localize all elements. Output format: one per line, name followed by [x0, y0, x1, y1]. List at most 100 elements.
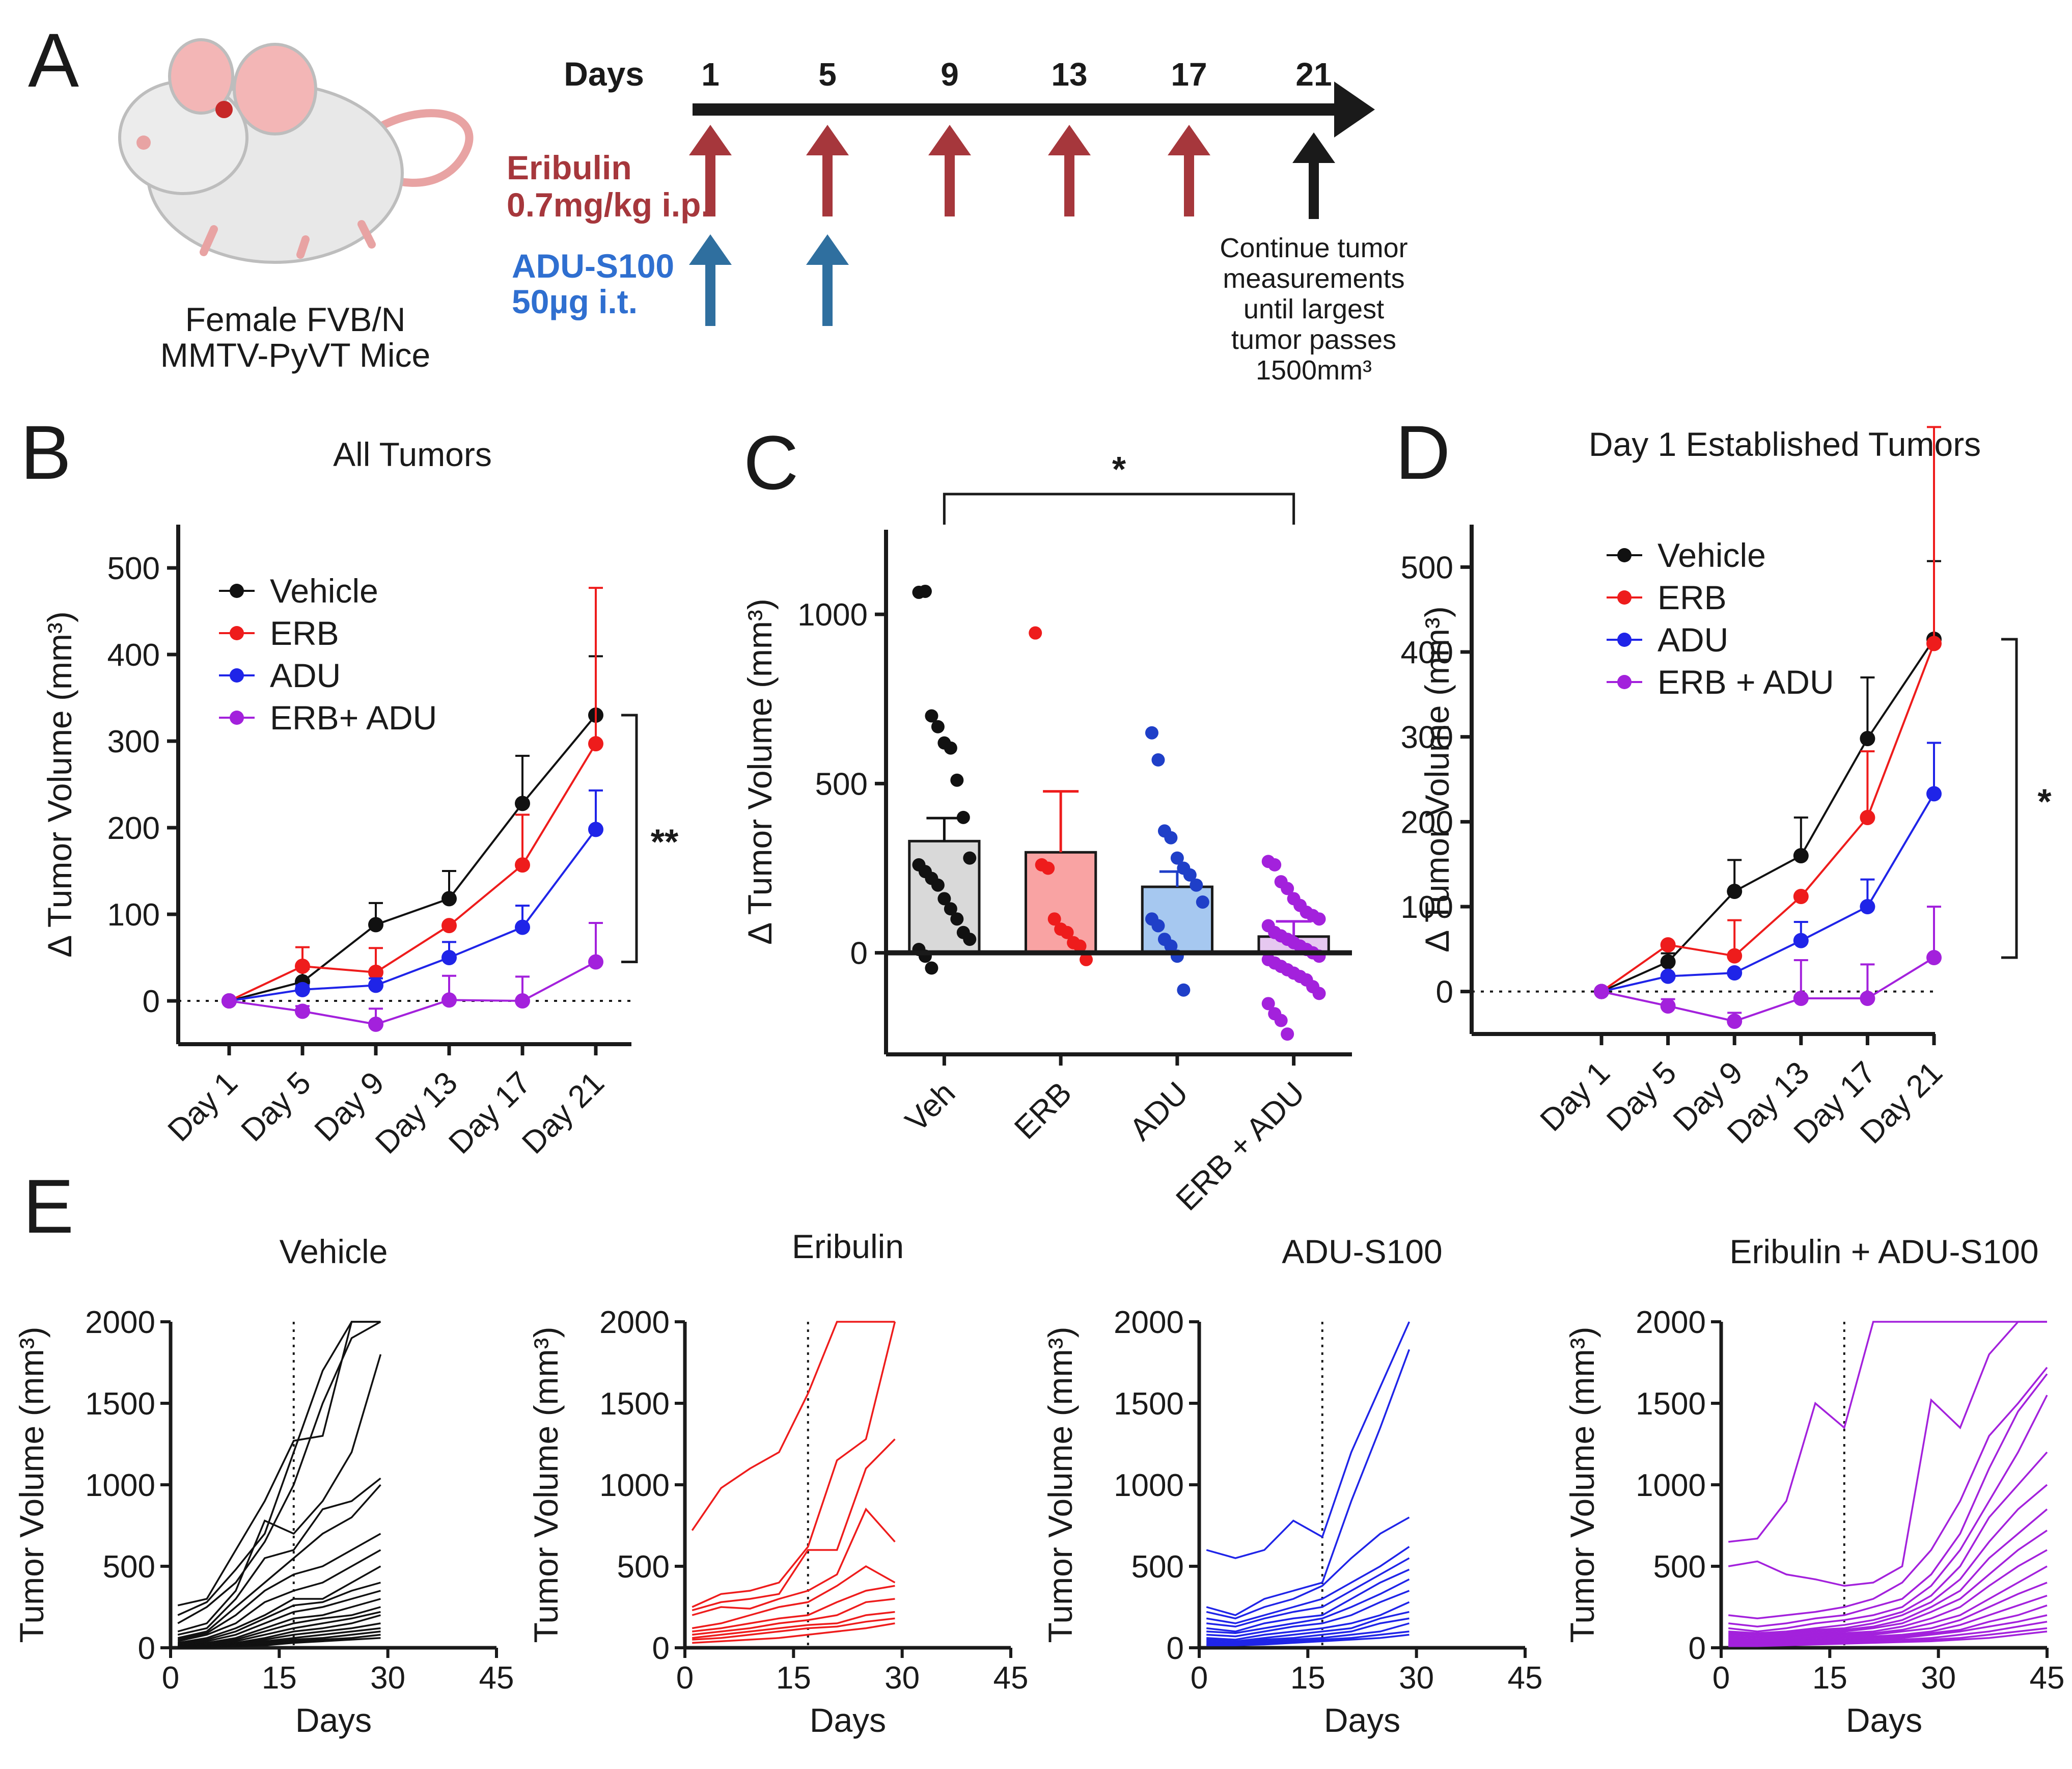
data-point [1926, 636, 1942, 651]
scatter-point [1080, 952, 1093, 966]
panel-label-b: B [20, 410, 71, 495]
scatter-point [1177, 983, 1191, 997]
series-line [1600, 643, 1935, 993]
y-tick-label: 0 [1436, 975, 1453, 1010]
tumor-trajectory-line [1728, 1484, 2048, 1636]
tumor-trajectory-line [177, 1321, 381, 1607]
x-tick-label: Day 13 [369, 1065, 464, 1161]
tumor-trajectory-line [1728, 1549, 2048, 1641]
scatter-point [1151, 753, 1165, 767]
tumor-trajectory-line [1206, 1568, 1410, 1632]
significance-marker: * [2037, 782, 2052, 822]
timeline-arrowhead [1334, 81, 1375, 138]
data-point [1793, 991, 1809, 1006]
eribulin-dose-arrow-head [689, 125, 732, 155]
significance-bracket [943, 493, 1295, 525]
chart-title: ADU-S100 [1282, 1233, 1442, 1270]
series-line [229, 743, 597, 1002]
tumor-trajectory-line [1206, 1321, 1411, 1559]
data-point [441, 992, 457, 1008]
tumor-trajectory-line [1206, 1579, 1410, 1634]
y-tick-label: 0 [1689, 1631, 1706, 1666]
data-point [1860, 899, 1875, 914]
scatter-point [1151, 919, 1165, 933]
y-axis-label: Δ Tumor Volume (mm³) [1418, 606, 1456, 952]
y-axis-label: Δ Tumor Volume (mm³) [41, 611, 78, 958]
panel-label-a: A [28, 17, 79, 103]
x-tick-label: 45 [2030, 1661, 2065, 1696]
data-point [1793, 848, 1809, 863]
x-tick-label: 0 [1191, 1661, 1208, 1696]
significance-bracket [621, 714, 638, 963]
continue-note-line: Continue tumor [1220, 233, 1407, 263]
y-tick-label: 300 [107, 724, 160, 759]
y-tick-label: 500 [1653, 1549, 1706, 1585]
y-tick-label: 400 [1401, 635, 1453, 670]
scatter-point [1145, 726, 1158, 740]
continue-note-line: measurements [1223, 263, 1404, 294]
scatter-point [925, 709, 938, 723]
x-tick-label: Veh [899, 1075, 962, 1138]
data-point [1727, 884, 1743, 899]
tumor-trajectory-line [178, 1611, 381, 1648]
tumor-trajectory-line [1206, 1622, 1410, 1645]
scatter-point [1261, 997, 1275, 1011]
x-tick-label: 45 [993, 1661, 1029, 1696]
mouse-illustration [118, 38, 474, 264]
y-axis-label: Δ Tumor Volume (mm³) [741, 598, 779, 945]
tumor-trajectory-line [1728, 1508, 2048, 1638]
y-tick-label: 1000 [599, 1468, 670, 1503]
continue-note-line: until largest [1244, 294, 1384, 324]
tumor-trajectory-line [177, 1321, 381, 1624]
x-tick-label: 0 [1712, 1661, 1730, 1696]
tumor-trajectory-line [177, 1549, 381, 1642]
tumor-trajectory-line [1728, 1582, 2048, 1642]
tumor-trajectory-line [178, 1637, 381, 1649]
y-tick-label: 1500 [1636, 1386, 1706, 1422]
scatter-point [1183, 868, 1197, 882]
x-tick-label: 15 [1290, 1661, 1325, 1696]
scatter-point [956, 810, 970, 824]
adu-dose-arrow-head [806, 234, 849, 265]
data-point [368, 917, 383, 933]
legend-swatch-dot [1617, 590, 1632, 605]
tumor-trajectory-line [1728, 1530, 2048, 1639]
scatter-point [1164, 831, 1178, 845]
data-point [368, 964, 383, 980]
data-point [515, 919, 530, 935]
series-line [1601, 957, 1935, 1023]
scatter-point [1073, 939, 1087, 953]
scatter-point [963, 933, 977, 946]
panel-label-c: C [743, 420, 798, 505]
y-tick-label: 2000 [1636, 1305, 1706, 1340]
data-point [588, 736, 603, 752]
legend-label: ADU [270, 657, 341, 694]
eribulin-dose-arrow-head [928, 125, 971, 155]
x-tick-label: 15 [1812, 1661, 1847, 1696]
series-line [229, 714, 597, 1002]
scatter-point [950, 912, 964, 926]
data-point [588, 822, 603, 837]
chart-title: Eribulin [792, 1228, 904, 1265]
tumor-trajectory-line [1206, 1611, 1410, 1642]
tumor-trajectory-line [691, 1321, 895, 1531]
scatter-point [1312, 912, 1326, 926]
y-tick-label: 100 [107, 897, 160, 933]
tumor-trajectory-line [177, 1565, 381, 1644]
y-tick-label: 300 [1401, 720, 1453, 755]
legend-swatch-dot [1617, 633, 1632, 647]
tumor-trajectory-line [1728, 1395, 2048, 1632]
continue-note-line: 1500mm³ [1256, 355, 1372, 386]
y-tick-label: 500 [815, 767, 868, 802]
y-tick-label: 100 [1401, 890, 1453, 925]
data-point [295, 959, 310, 974]
timeline-day-label: 13 [1051, 56, 1087, 93]
x-tick-label: 0 [162, 1661, 179, 1696]
y-tick-label: 1000 [1114, 1468, 1184, 1503]
tumor-trajectory-line [692, 1622, 895, 1644]
scatter-point [950, 773, 964, 787]
tumor-trajectory-line [1206, 1617, 1410, 1644]
data-point [1660, 954, 1676, 970]
